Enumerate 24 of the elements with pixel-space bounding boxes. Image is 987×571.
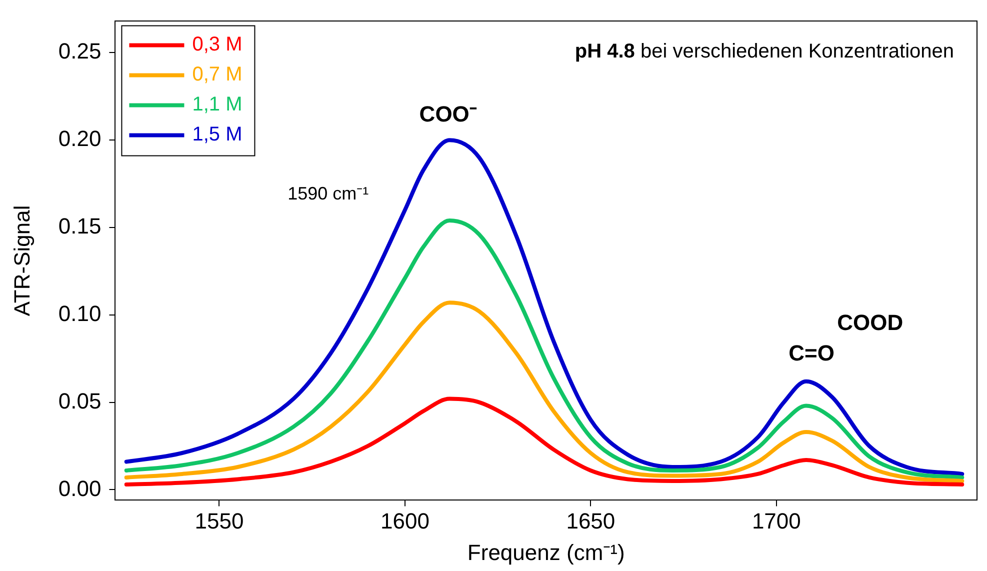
y-tick-label: 0.25 <box>58 38 102 64</box>
legend-label: 1,1 M <box>192 94 242 116</box>
legend-label: 0,7 M <box>192 64 242 86</box>
text: pH 4.8 bei verschiedenen Konzentrationen <box>574 40 954 63</box>
annotation: COO⁻ <box>419 102 478 127</box>
annotation: COOD <box>837 310 904 335</box>
line-series <box>124 396 964 486</box>
y-tick-label: 0.15 <box>58 214 102 239</box>
y-tick-label: 0.10 <box>58 300 102 326</box>
legend-label: 0,3 M <box>192 34 242 56</box>
x-tick-label: 1600 <box>380 508 430 534</box>
x-tick-label: 1700 <box>752 508 801 534</box>
annotation: 1590 cm⁻¹ <box>288 184 369 204</box>
line-series <box>124 300 964 483</box>
x-tick-label: 1650 <box>566 508 616 534</box>
y-axis-title: ATR-Signal <box>9 205 34 316</box>
legend-label: 1,5 M <box>192 124 242 146</box>
x-tick-label: 1550 <box>194 508 244 534</box>
y-tick-label: 0.05 <box>58 388 102 414</box>
annotation: C=O <box>788 340 834 366</box>
x-axis-title: Frequenz (cm⁻¹) <box>467 540 625 565</box>
y-tick-label: 0.00 <box>58 476 102 501</box>
y-tick-label: 0.20 <box>58 126 102 152</box>
line-series <box>124 218 964 480</box>
